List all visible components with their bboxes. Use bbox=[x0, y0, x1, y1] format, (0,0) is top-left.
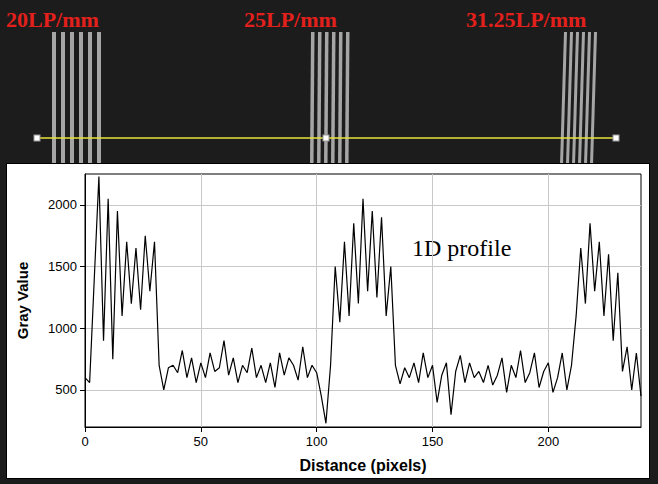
svg-text:2000: 2000 bbox=[48, 197, 77, 212]
svg-text:Distance (pixels): Distance (pixels) bbox=[299, 457, 426, 474]
svg-text:0: 0 bbox=[81, 434, 88, 449]
svg-text:200: 200 bbox=[537, 434, 559, 449]
svg-text:150: 150 bbox=[422, 434, 444, 449]
svg-text:50: 50 bbox=[194, 434, 208, 449]
svg-text:100: 100 bbox=[306, 434, 328, 449]
svg-text:1000: 1000 bbox=[48, 321, 77, 336]
svg-text:1D profile: 1D profile bbox=[412, 235, 511, 261]
svg-text:20LP/mm: 20LP/mm bbox=[6, 7, 99, 32]
svg-text:31.25LP/mm: 31.25LP/mm bbox=[466, 7, 586, 32]
svg-text:25LP/mm: 25LP/mm bbox=[244, 7, 337, 32]
svg-text:1500: 1500 bbox=[48, 259, 77, 274]
svg-text:Gray Value: Gray Value bbox=[14, 262, 31, 340]
svg-text:500: 500 bbox=[55, 382, 77, 397]
